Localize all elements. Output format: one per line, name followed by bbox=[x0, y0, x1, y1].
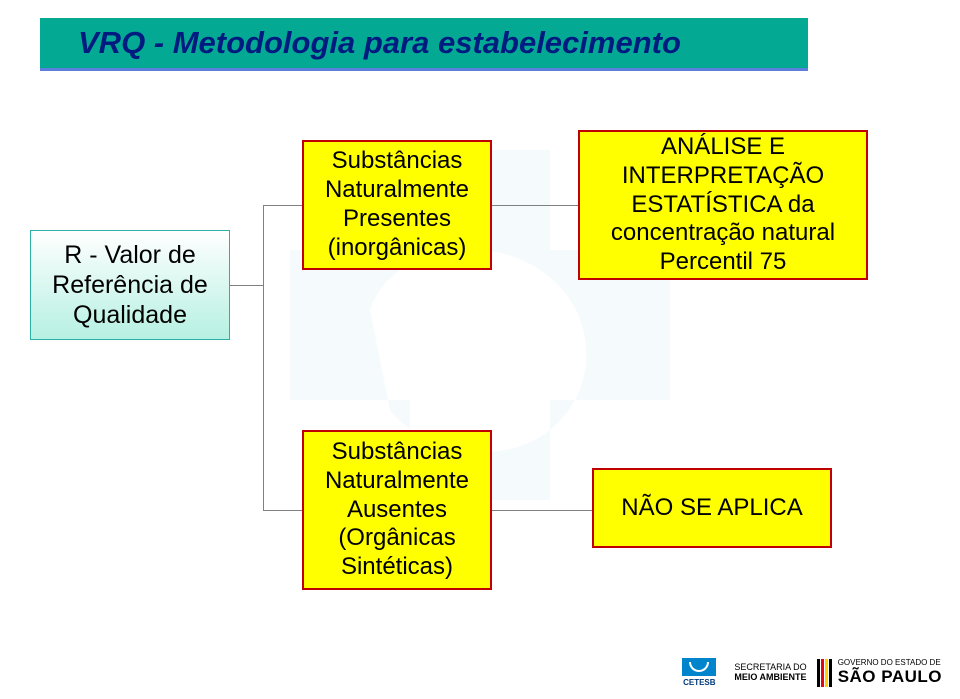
box-line: Ausentes bbox=[347, 496, 447, 525]
box-line: (inorgânicas) bbox=[328, 234, 467, 263]
connector-segment bbox=[263, 510, 302, 511]
box-line: Presentes bbox=[343, 205, 451, 234]
cetesb-label: CETESB bbox=[683, 678, 715, 687]
page-title: VRQ - Metodologia para estabelecimento bbox=[78, 25, 681, 61]
box-line: Sintéticas) bbox=[341, 553, 453, 582]
box-line: concentração natural bbox=[611, 219, 835, 248]
box-line: Qualidade bbox=[73, 300, 187, 330]
box-valor-referencia: R - Valor deReferência deQualidade bbox=[30, 230, 230, 340]
sp-secretaria-2: MEIO AMBIENTE bbox=[734, 673, 806, 682]
box-line: Naturalmente bbox=[325, 467, 469, 496]
sp-flag-bars bbox=[817, 659, 832, 687]
box-line: INTERPRETAÇÃO bbox=[622, 162, 824, 191]
box-nao-se-aplica: NÃO SE APLICA bbox=[592, 468, 832, 548]
sp-logo: SECRETARIA DO MEIO AMBIENTE GOVERNO DO E… bbox=[734, 659, 942, 687]
page-title-bar: VRQ - Metodologia para estabelecimento bbox=[40, 18, 808, 71]
sp-bar bbox=[829, 659, 832, 687]
sp-sao-paulo: SÃO PAULO bbox=[838, 668, 942, 686]
connector-segment bbox=[492, 205, 578, 206]
box-substancias-presentes: SubstânciasNaturalmentePresentes(inorgân… bbox=[302, 140, 492, 270]
cetesb-logo: CETESB bbox=[682, 658, 716, 687]
connector-segment bbox=[492, 510, 592, 511]
connector-segment bbox=[230, 285, 263, 286]
connector-segment bbox=[263, 205, 264, 510]
box-line: ESTATÍSTICA da bbox=[631, 191, 814, 220]
box-substancias-ausentes: SubstânciasNaturalmenteAusentes(Orgânica… bbox=[302, 430, 492, 590]
sp-bar bbox=[817, 659, 820, 687]
box-line: Substâncias bbox=[332, 438, 463, 467]
box-analise-interpretacao: ANÁLISE EINTERPRETAÇÃOESTATÍSTICA daconc… bbox=[578, 130, 868, 280]
box-line: Naturalmente bbox=[325, 176, 469, 205]
box-line: Substâncias bbox=[332, 147, 463, 176]
box-line: NÃO SE APLICA bbox=[621, 494, 802, 523]
sp-bar bbox=[821, 659, 824, 687]
box-line: ANÁLISE E bbox=[661, 133, 785, 162]
box-line: Referência de bbox=[52, 270, 208, 300]
box-line: Percentil 75 bbox=[660, 248, 787, 277]
connector-segment bbox=[263, 205, 302, 206]
box-line: (Orgânicas bbox=[338, 524, 455, 553]
footer-logos: CETESB SECRETARIA DO MEIO AMBIENTE GOVER… bbox=[682, 658, 942, 687]
box-line: R - Valor de bbox=[64, 240, 196, 270]
sp-bar bbox=[825, 659, 828, 687]
